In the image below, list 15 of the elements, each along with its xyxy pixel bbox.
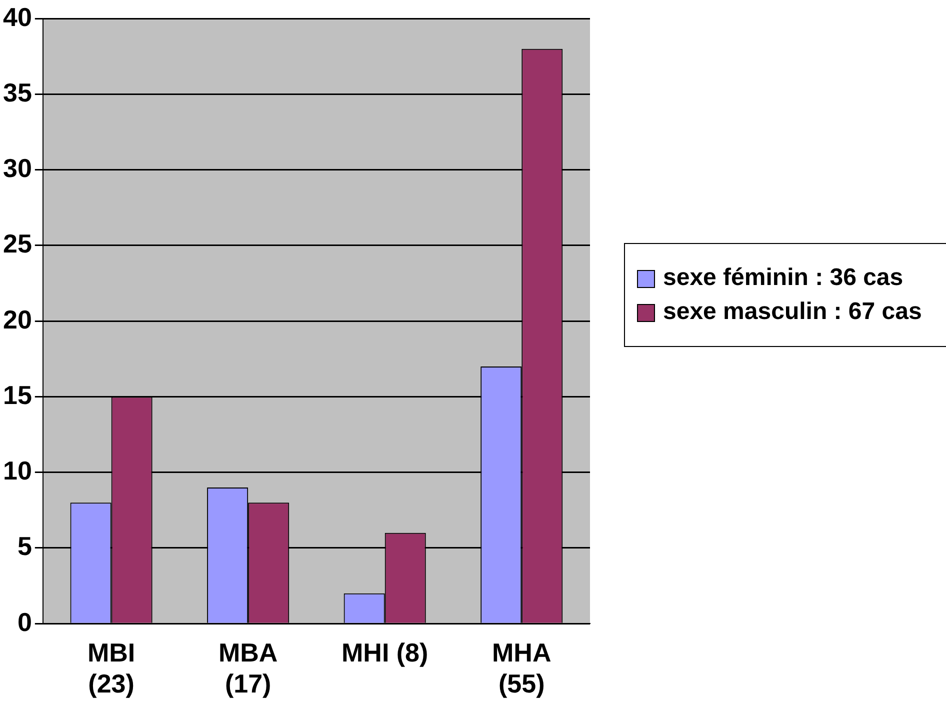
y-tick-label: 10 bbox=[3, 456, 32, 486]
y-tick-label: 20 bbox=[3, 304, 32, 334]
legend-label: sexe féminin : 36 cas bbox=[663, 264, 904, 292]
y-tick-label: 35 bbox=[3, 77, 32, 108]
y-tick-label: 0 bbox=[17, 606, 32, 637]
x-tick-label: MHI (8) bbox=[342, 637, 428, 668]
x-tick-label: MHA (55) bbox=[492, 637, 552, 699]
y-tick-label: 5 bbox=[17, 531, 32, 562]
y-tick-label: 25 bbox=[3, 228, 32, 259]
x-tick-label: MBA (17) bbox=[218, 637, 278, 699]
legend-label: sexe masculin : 67 cas bbox=[663, 298, 922, 326]
y-tick-label: 15 bbox=[3, 380, 32, 410]
y-tick-label: 30 bbox=[3, 153, 32, 184]
x-tick-label: MBI (23) bbox=[87, 637, 136, 699]
y-tick-label: 40 bbox=[3, 2, 32, 32]
